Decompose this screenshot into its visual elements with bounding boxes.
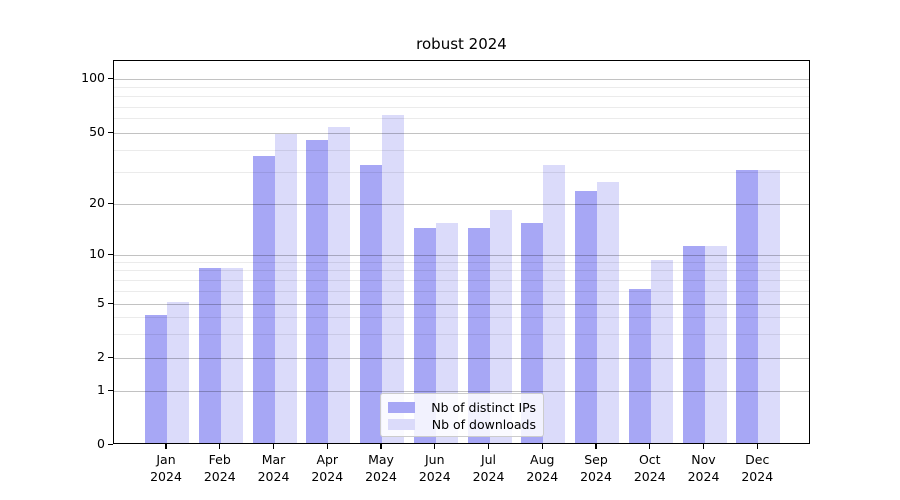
gridline-major-20 [114, 204, 809, 205]
x-tick-mark-feb [219, 444, 221, 449]
x-tick-mark-nov [702, 444, 705, 449]
bar-nb-of-downloads-jun [435, 222, 458, 443]
x-tick-label-jul: Jul 2024 [472, 452, 505, 484]
bar-nb-of-downloads-aug [543, 165, 566, 443]
x-tick-label-sep: Sep 2024 [580, 452, 612, 484]
x-tick-mark-jan [165, 444, 167, 449]
legend-label-downloads: Nb of downloads [431, 416, 536, 432]
bar-nb-of-downloads-apr [328, 127, 351, 443]
bar-nb-of-downloads-oct [650, 260, 673, 443]
gridline-minor-8 [114, 270, 809, 272]
x-tick-mark-jun [434, 444, 436, 449]
y-tick-label-50: 50 [89, 123, 105, 139]
legend-swatch-distinct-ips [388, 401, 415, 413]
y-tick-mark-2 [108, 357, 113, 359]
chart-title: robust 2024 [416, 35, 507, 53]
x-tick-label-nov: Nov 2024 [687, 452, 720, 484]
y-tick-mark-50 [108, 131, 113, 133]
bar-nb-of-downloads-mar [274, 133, 297, 443]
gridline-minor-3 [114, 334, 809, 336]
gridline-minor-60 [114, 118, 809, 120]
y-tick-mark-100 [108, 78, 113, 80]
x-tick-label-aug: Aug 2024 [526, 452, 559, 484]
bar-nb-of-distinct-ips-apr [306, 140, 329, 443]
y-tick-label-10: 10 [89, 245, 105, 261]
bar-nb-of-downloads-nov [704, 245, 727, 443]
gridline-minor-4 [114, 317, 809, 319]
gridline-minor-40 [114, 149, 809, 151]
gridline-major-50 [114, 132, 809, 134]
gridline-minor-6 [114, 290, 809, 292]
gridline-minor-90 [114, 87, 809, 89]
x-tick-mark-jul [487, 444, 490, 449]
legend-swatch-downloads [388, 418, 415, 430]
bar-nb-of-distinct-ips-aug [521, 222, 544, 443]
bar-nb-of-downloads-may [382, 115, 404, 443]
gridline-minor-7 [114, 279, 809, 281]
legend-item-distinct-ips: Nb of distinct IPs [388, 399, 536, 415]
legend-label-distinct-ips: Nb of distinct IPs [431, 399, 536, 415]
y-tick-label-5: 5 [97, 295, 105, 310]
x-tick-mark-apr [326, 444, 328, 449]
plot-area [113, 60, 810, 444]
x-tick-mark-oct [649, 444, 651, 449]
gridline-major-1 [114, 391, 809, 392]
bar-nb-of-downloads-dec [758, 170, 781, 443]
bar-nb-of-distinct-ips-oct [628, 288, 651, 443]
bar-nb-of-distinct-ips-feb [198, 268, 221, 443]
y-tick-mark-0 [108, 444, 113, 446]
bar-nb-of-distinct-ips-nov [682, 245, 705, 443]
bar-nb-of-distinct-ips-sep [575, 191, 597, 443]
x-tick-label-mar: Mar 2024 [257, 452, 290, 484]
x-tick-mark-may [380, 444, 382, 449]
bar-nb-of-distinct-ips-mar [252, 156, 275, 443]
x-tick-label-apr: Apr 2024 [311, 452, 344, 484]
bar-nb-of-distinct-ips-jun [413, 228, 436, 443]
y-tick-label-0: 0 [97, 436, 105, 451]
bar-nb-of-distinct-ips-jul [467, 228, 490, 443]
x-tick-label-may: May 2024 [365, 452, 397, 484]
legend: Nb of distinct IPs Nb of downloads [380, 393, 544, 437]
x-tick-label-dec: Dec 2024 [741, 452, 774, 484]
bar-nb-of-distinct-ips-jan [145, 315, 167, 443]
bar-nb-of-distinct-ips-dec [736, 170, 759, 443]
bar-nb-of-downloads-feb [220, 268, 243, 443]
x-tick-mark-mar [272, 444, 275, 449]
y-tick-mark-10 [108, 253, 113, 255]
gridline-minor-30 [114, 172, 809, 174]
gridline-minor-9 [114, 262, 809, 264]
gridline-minor-80 [114, 96, 809, 98]
gridline-major-2 [114, 358, 809, 359]
gridline-major-5 [114, 304, 809, 305]
x-tick-label-jan: Jan 2024 [150, 452, 182, 484]
y-tick-mark-20 [108, 203, 113, 205]
y-tick-mark-5 [108, 303, 113, 305]
x-tick-mark-sep [595, 444, 597, 449]
gridline-major-10 [114, 254, 809, 256]
x-tick-mark-aug [541, 444, 543, 449]
bar-nb-of-distinct-ips-may [360, 165, 382, 443]
bar-nb-of-downloads-jan [167, 302, 189, 443]
y-tick-label-100: 100 [81, 70, 105, 85]
y-tick-mark-1 [108, 390, 113, 392]
x-tick-label-jun: Jun 2024 [418, 452, 451, 484]
gridline-minor-70 [114, 106, 809, 108]
bar-nb-of-downloads-sep [597, 181, 619, 443]
y-tick-label-2: 2 [97, 349, 105, 364]
y-tick-label-20: 20 [89, 195, 105, 210]
x-tick-label-feb: Feb 2024 [203, 452, 236, 484]
legend-item-downloads: Nb of downloads [388, 416, 536, 432]
y-tick-label-1: 1 [97, 382, 105, 397]
x-tick-label-oct: Oct 2024 [633, 452, 666, 484]
gridline-major-100 [114, 79, 809, 80]
bar-nb-of-downloads-jul [489, 209, 512, 443]
x-tick-mark-dec [756, 444, 758, 449]
